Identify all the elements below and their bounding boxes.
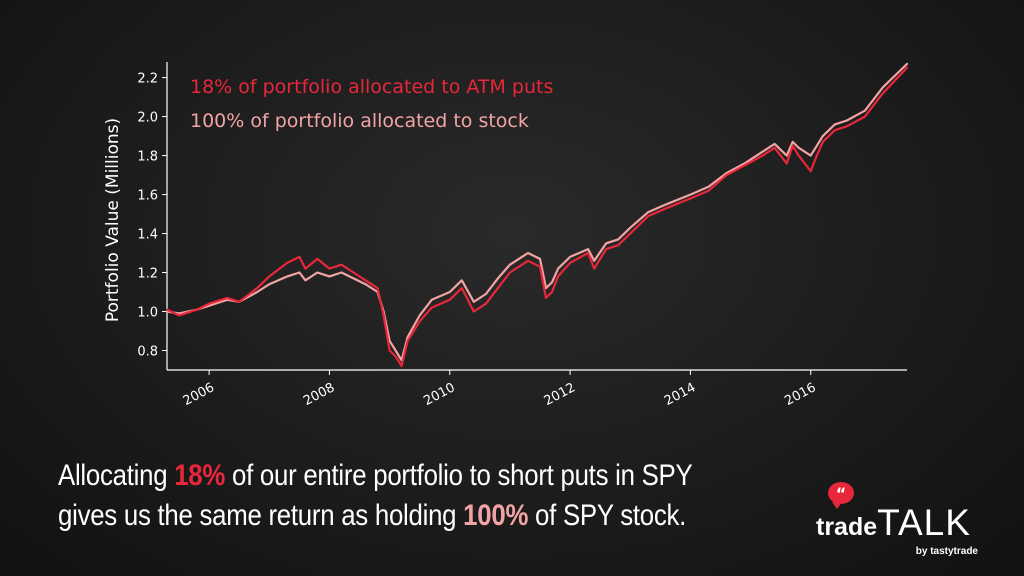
- caption-text: Allocating: [58, 459, 175, 492]
- y-tick-label: 1.6: [137, 189, 158, 204]
- tradetalk-logo: “ tradeTALK by tastytrade: [816, 480, 986, 560]
- caption-line-2: gives us the same return as holding 100%…: [58, 496, 692, 536]
- legend-entry-stock: 100% of portfolio allocated to stock: [190, 110, 529, 132]
- logo-trade: trade: [816, 513, 878, 541]
- y-tick-label: 1.4: [137, 228, 158, 243]
- x-tick-label: 2012: [542, 380, 578, 409]
- y-axis-title: Portfolio Value (Millions): [103, 118, 123, 322]
- y-tick-label: 1.0: [137, 306, 158, 321]
- caption-highlight-100: 100%: [463, 499, 529, 532]
- logo-wordmark: tradeTALK: [816, 502, 971, 544]
- logo-byline: by tastytrade: [915, 546, 978, 557]
- logo-talk: TALK: [877, 502, 971, 543]
- caption-text: of our entire portfolio to short puts in…: [225, 459, 693, 492]
- series-line-atm-puts: [165, 66, 909, 368]
- y-tick-label: 1.8: [137, 150, 158, 165]
- series-line-stock: [165, 62, 909, 362]
- x-tick-label: 2008: [301, 380, 337, 409]
- legend: 18% of portfolio allocated to ATM puts 1…: [190, 76, 553, 132]
- caption-text: gives us the same return as holding: [58, 499, 464, 532]
- caption-text: of SPY stock.: [528, 499, 687, 532]
- x-tick-label: 2016: [782, 380, 818, 409]
- quote-bubble-icon: “: [828, 482, 854, 509]
- caption-highlight-18: 18%: [174, 459, 226, 492]
- x-tick-label: 2006: [181, 380, 217, 409]
- caption-line-1: Allocating 18% of our entire portfolio t…: [58, 456, 693, 496]
- x-tick-label: 2014: [662, 380, 698, 409]
- y-tick-label: 0.8: [137, 345, 158, 360]
- chart-series: [165, 62, 909, 368]
- legend-entry-atm-puts: 18% of portfolio allocated to ATM puts: [190, 76, 553, 98]
- y-tick-label: 1.2: [137, 267, 158, 282]
- y-tick-label: 2.0: [137, 111, 158, 126]
- x-tick-label: 2010: [421, 380, 457, 409]
- caption: Allocating 18% of our entire portfolio t…: [58, 456, 693, 536]
- y-tick-label: 2.2: [137, 72, 158, 87]
